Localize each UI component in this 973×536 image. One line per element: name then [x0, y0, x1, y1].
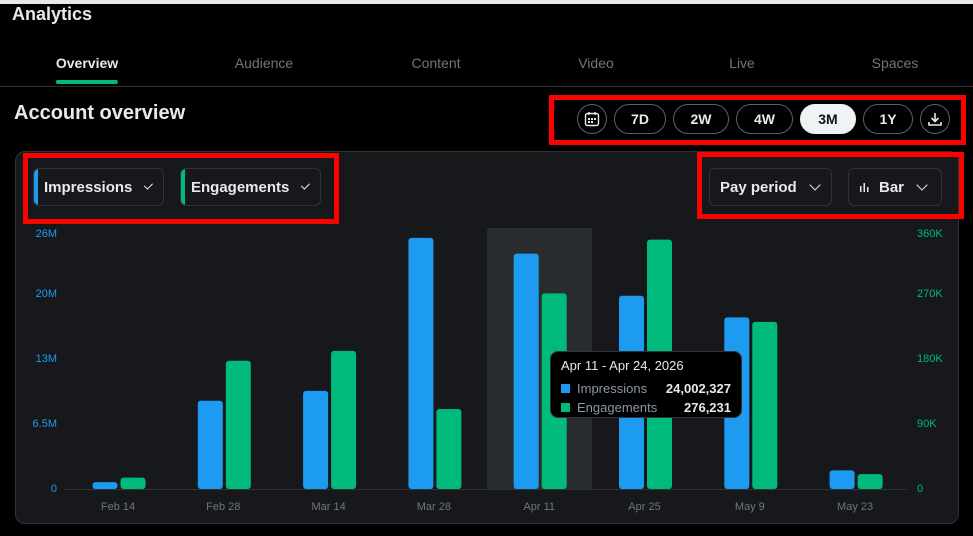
range-3m-button[interactable]: 3M: [800, 104, 856, 134]
tab-label: Video: [578, 55, 614, 71]
impressions-swatch: [561, 384, 570, 393]
active-tab-indicator: [55, 80, 119, 84]
tab-bar: Overview Audience Content Video Live Spa…: [0, 40, 973, 87]
x-axis-label: May 9: [734, 501, 765, 513]
range-1y-button[interactable]: 1Y: [863, 104, 913, 134]
period-label: Pay period: [720, 178, 797, 196]
calendar-button[interactable]: [577, 104, 607, 134]
metric1-color-stripe: [34, 169, 38, 205]
metric2-color-stripe: [181, 169, 185, 205]
chart-type-dropdown[interactable]: Bar: [848, 168, 942, 206]
y-right-tick: 270K: [917, 288, 943, 300]
metric2-label: Engagements: [191, 178, 290, 196]
range-7d-button[interactable]: 7D: [614, 104, 666, 134]
page-title: Account overview: [14, 102, 186, 124]
highlight-box-view: [697, 152, 964, 219]
range-4w-button[interactable]: 4W: [736, 104, 793, 134]
metric1-dropdown[interactable]: Impressions: [33, 168, 164, 206]
tab-video[interactable]: Video: [578, 40, 614, 86]
chart-panel: [15, 151, 959, 524]
date-range-selector: 7D 2W 4W 3M 1Y: [577, 104, 950, 134]
tooltip-row-impressions: Impressions 24,002,327: [561, 379, 731, 398]
tooltip-label: Impressions: [577, 381, 648, 396]
y-left-tick: 0: [50, 483, 57, 495]
y-left-tick: 20M: [35, 288, 57, 300]
chart-type-label: Bar: [879, 178, 905, 196]
window-top-border: [0, 0, 973, 4]
tooltip-value: 276,231: [684, 400, 731, 415]
y-right-tick: 90K: [917, 418, 937, 430]
y-right-tick: 360K: [917, 228, 943, 240]
chart-tooltip: Apr 11 - Apr 24, 2026 Impressions 24,002…: [550, 351, 742, 418]
download-button[interactable]: [920, 104, 950, 134]
tab-audience[interactable]: Audience: [235, 40, 293, 86]
x-axis-label: Feb 14: [100, 501, 136, 513]
tab-overview[interactable]: Overview: [55, 40, 119, 86]
x-axis-label: Mar 28: [416, 501, 452, 513]
x-axis-label: Feb 28: [206, 501, 241, 513]
y-left-tick: 6.5M: [32, 418, 57, 430]
y-right-tick: 0: [917, 483, 924, 495]
metric1-label: Impressions: [44, 178, 133, 196]
tab-label: Content: [411, 55, 461, 71]
x-axis-label: Apr 25: [628, 501, 661, 513]
chevron-down-icon: [144, 180, 154, 190]
tooltip-value: 24,002,327: [665, 381, 731, 396]
chevron-down-icon: [301, 180, 311, 190]
highlight-box-metrics: [23, 153, 339, 224]
x-axis-label: Mar 14: [311, 501, 346, 513]
engagements-swatch: [561, 403, 570, 412]
tab-label: Spaces: [871, 55, 919, 71]
chevron-down-icon: [916, 179, 928, 191]
tab-content[interactable]: Content: [411, 40, 460, 86]
calendar-icon: [584, 112, 600, 127]
tab-label: Overview: [55, 55, 119, 71]
chevron-down-icon: [809, 179, 821, 191]
tab-label: Audience: [234, 55, 294, 71]
tab-live[interactable]: Live: [729, 40, 755, 86]
period-dropdown[interactable]: Pay period: [709, 168, 832, 206]
y-left-tick: 13M: [35, 353, 57, 365]
download-icon: [928, 113, 942, 126]
tab-spaces[interactable]: Spaces: [872, 40, 919, 86]
range-2w-button[interactable]: 2W: [673, 104, 729, 134]
x-axis-label: May 23: [837, 501, 874, 513]
tooltip-label: Engagements: [577, 400, 658, 415]
highlight-box-range: [549, 95, 966, 145]
tooltip-title: Apr 11 - Apr 24, 2026: [561, 358, 684, 373]
tab-label: Live: [729, 55, 755, 71]
tooltip-row-engagements: Engagements 276,231: [561, 398, 731, 417]
x-axis-label: Apr 11: [523, 501, 555, 513]
metric2-dropdown[interactable]: Engagements: [180, 168, 321, 206]
y-right-tick: 180K: [917, 353, 943, 365]
bar-chart-icon: [860, 183, 869, 192]
y-left-tick: 26M: [35, 228, 57, 240]
app-title: Analytics: [12, 4, 93, 24]
